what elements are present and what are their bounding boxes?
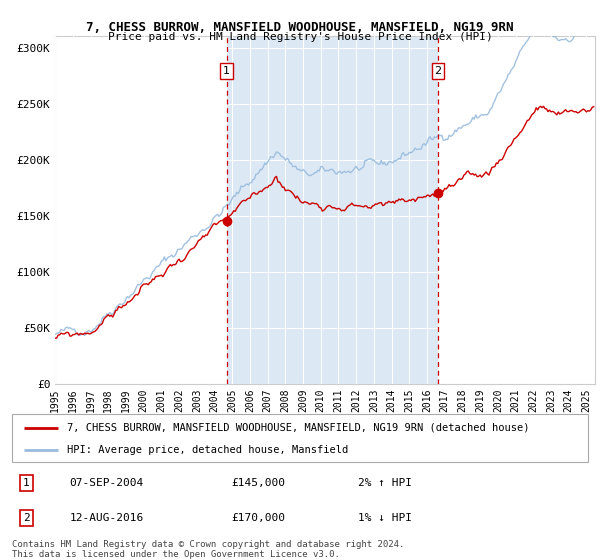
- Text: 2% ↑ HPI: 2% ↑ HPI: [358, 478, 412, 488]
- Text: 2: 2: [434, 66, 442, 76]
- Text: 2: 2: [23, 513, 30, 523]
- Text: 1% ↓ HPI: 1% ↓ HPI: [358, 513, 412, 523]
- FancyBboxPatch shape: [12, 414, 588, 462]
- Bar: [227, 36, 438, 384]
- Text: 1: 1: [223, 66, 230, 76]
- Text: £170,000: £170,000: [231, 513, 285, 523]
- Text: Price paid vs. HM Land Registry's House Price Index (HPI): Price paid vs. HM Land Registry's House …: [107, 32, 493, 43]
- Text: 12-AUG-2016: 12-AUG-2016: [70, 513, 144, 523]
- Text: £145,000: £145,000: [231, 478, 285, 488]
- Text: 1: 1: [23, 478, 30, 488]
- Text: 7, CHESS BURROW, MANSFIELD WOODHOUSE, MANSFIELD, NG19 9RN: 7, CHESS BURROW, MANSFIELD WOODHOUSE, MA…: [86, 21, 514, 34]
- Text: 7, CHESS BURROW, MANSFIELD WOODHOUSE, MANSFIELD, NG19 9RN (detached house): 7, CHESS BURROW, MANSFIELD WOODHOUSE, MA…: [67, 423, 529, 433]
- Text: 07-SEP-2004: 07-SEP-2004: [70, 478, 144, 488]
- Text: Contains HM Land Registry data © Crown copyright and database right 2024.
This d: Contains HM Land Registry data © Crown c…: [12, 540, 404, 559]
- Text: HPI: Average price, detached house, Mansfield: HPI: Average price, detached house, Mans…: [67, 445, 348, 455]
